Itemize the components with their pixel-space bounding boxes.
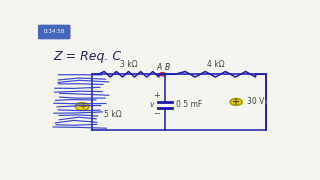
Circle shape (160, 73, 165, 76)
Text: +: + (154, 91, 160, 100)
FancyBboxPatch shape (38, 25, 70, 39)
Circle shape (230, 99, 242, 105)
Circle shape (75, 103, 89, 110)
Text: v: v (150, 100, 155, 109)
Text: +: + (79, 102, 85, 111)
Text: 0:34:58: 0:34:58 (44, 30, 65, 35)
Text: Z = Req. C: Z = Req. C (54, 50, 122, 63)
Text: 30 V: 30 V (247, 98, 264, 107)
Text: 4 kΩ: 4 kΩ (206, 60, 224, 69)
Text: 3 kΩ: 3 kΩ (120, 60, 137, 69)
Text: 0.5 mF: 0.5 mF (176, 100, 203, 109)
Text: A: A (156, 63, 161, 72)
Text: +: + (232, 97, 240, 107)
Text: −: − (153, 109, 160, 118)
Text: B: B (165, 63, 170, 72)
Text: 5 kΩ: 5 kΩ (104, 110, 122, 119)
